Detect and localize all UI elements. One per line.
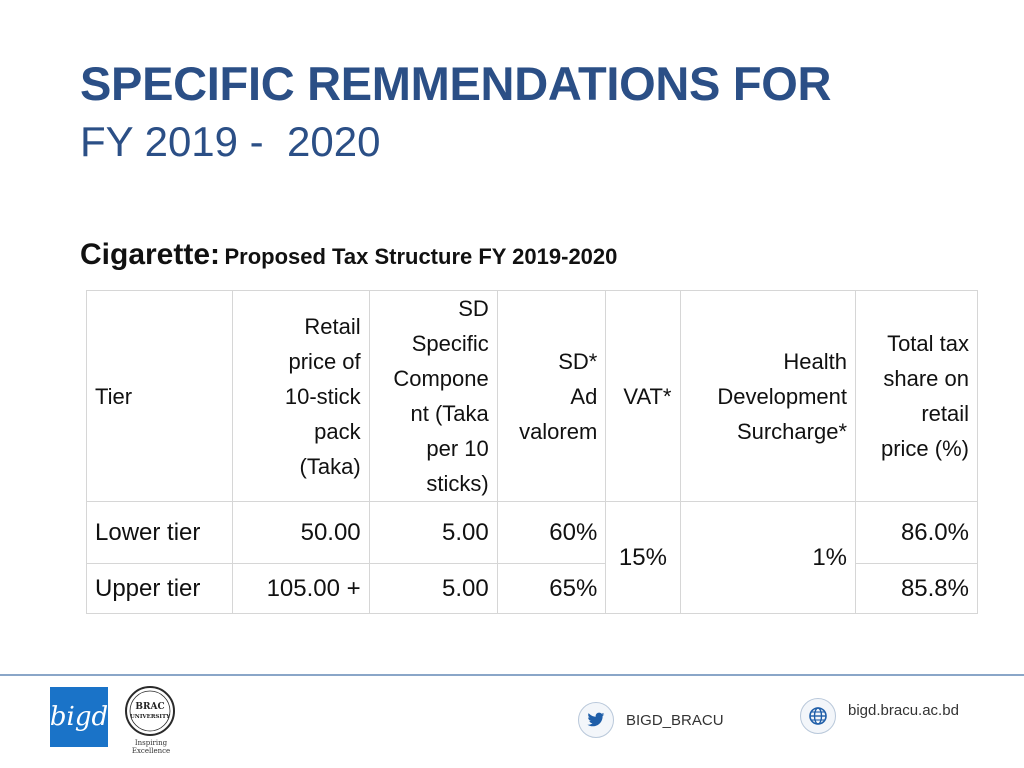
bigd-logo: bigd xyxy=(50,687,108,747)
website-url: bigd.bracu.ac.bd xyxy=(848,701,959,719)
table-header-row: Tier Retail price of 10-stick pack (Taka… xyxy=(86,290,978,502)
header-total-tax-share: Total tax share on retail price (%) xyxy=(855,290,978,502)
page-subtitle: FY 2019 - 2020 xyxy=(80,118,381,165)
brac-logo-line-2: UNIVERSITY xyxy=(130,714,170,720)
twitter-bird-icon xyxy=(578,702,614,738)
caption-description: Proposed Tax Structure FY 2019-2020 xyxy=(224,244,618,269)
tax-structure-table: Tier Retail price of 10-stick pack (Taka… xyxy=(86,290,978,614)
cell-sd-specific: 5.00 xyxy=(368,501,498,564)
twitter-link[interactable]: BIGD_BRACU xyxy=(578,702,724,738)
page-title: SPECIFIC REMMENDATIONS FOR xyxy=(80,57,832,110)
caption-product: Cigarette: xyxy=(80,238,221,271)
cell-total-tax-share: 85.8% xyxy=(855,563,978,614)
footer-divider xyxy=(0,674,1024,676)
bigd-logo-text: bigd xyxy=(49,702,109,732)
header-health-surcharge: Health Development Surcharge* xyxy=(679,290,857,502)
brac-tagline: Inspiring Excellence xyxy=(131,739,171,755)
header-sd-specific: SD Specific Compone nt (Taka per 10 stic… xyxy=(368,290,498,502)
header-retail-price: Retail price of 10-stick pack (Taka) xyxy=(231,290,370,502)
cell-health-surcharge-merged: 1% xyxy=(679,501,857,614)
table-row: Upper tier 105.00 + 5.00 65% 85.8% xyxy=(86,563,978,614)
cell-vat-merged: 15% xyxy=(605,501,681,614)
website-link[interactable]: bigd.bracu.ac.bd xyxy=(800,698,959,734)
brac-logo-line-1: BRAC xyxy=(135,702,164,712)
header-vat: VAT* xyxy=(605,290,681,502)
header-tier: Tier xyxy=(86,290,233,502)
table-caption: Cigarette: Proposed Tax Structure FY 201… xyxy=(80,238,617,272)
globe-icon xyxy=(800,698,836,734)
cell-retail-price: 105.00 + xyxy=(231,563,370,614)
header-sd-ad-valorem: SD* Ad valorem xyxy=(496,290,607,502)
cell-tier: Lower tier xyxy=(86,501,233,564)
cell-retail-price: 50.00 xyxy=(231,501,370,564)
cell-tier: Upper tier xyxy=(86,563,233,614)
cell-sd-specific: 5.00 xyxy=(368,563,498,614)
cell-sd-ad-valorem: 65% xyxy=(496,563,607,614)
brac-university-logo: BRAC UNIVERSITY xyxy=(125,686,175,736)
table-row: Lower tier 50.00 5.00 60% 15% 1% 86.0% xyxy=(86,501,978,614)
twitter-handle: BIGD_BRACU xyxy=(626,711,724,729)
cell-sd-ad-valorem: 60% xyxy=(496,501,607,564)
cell-total-tax-share: 86.0% xyxy=(855,501,978,564)
